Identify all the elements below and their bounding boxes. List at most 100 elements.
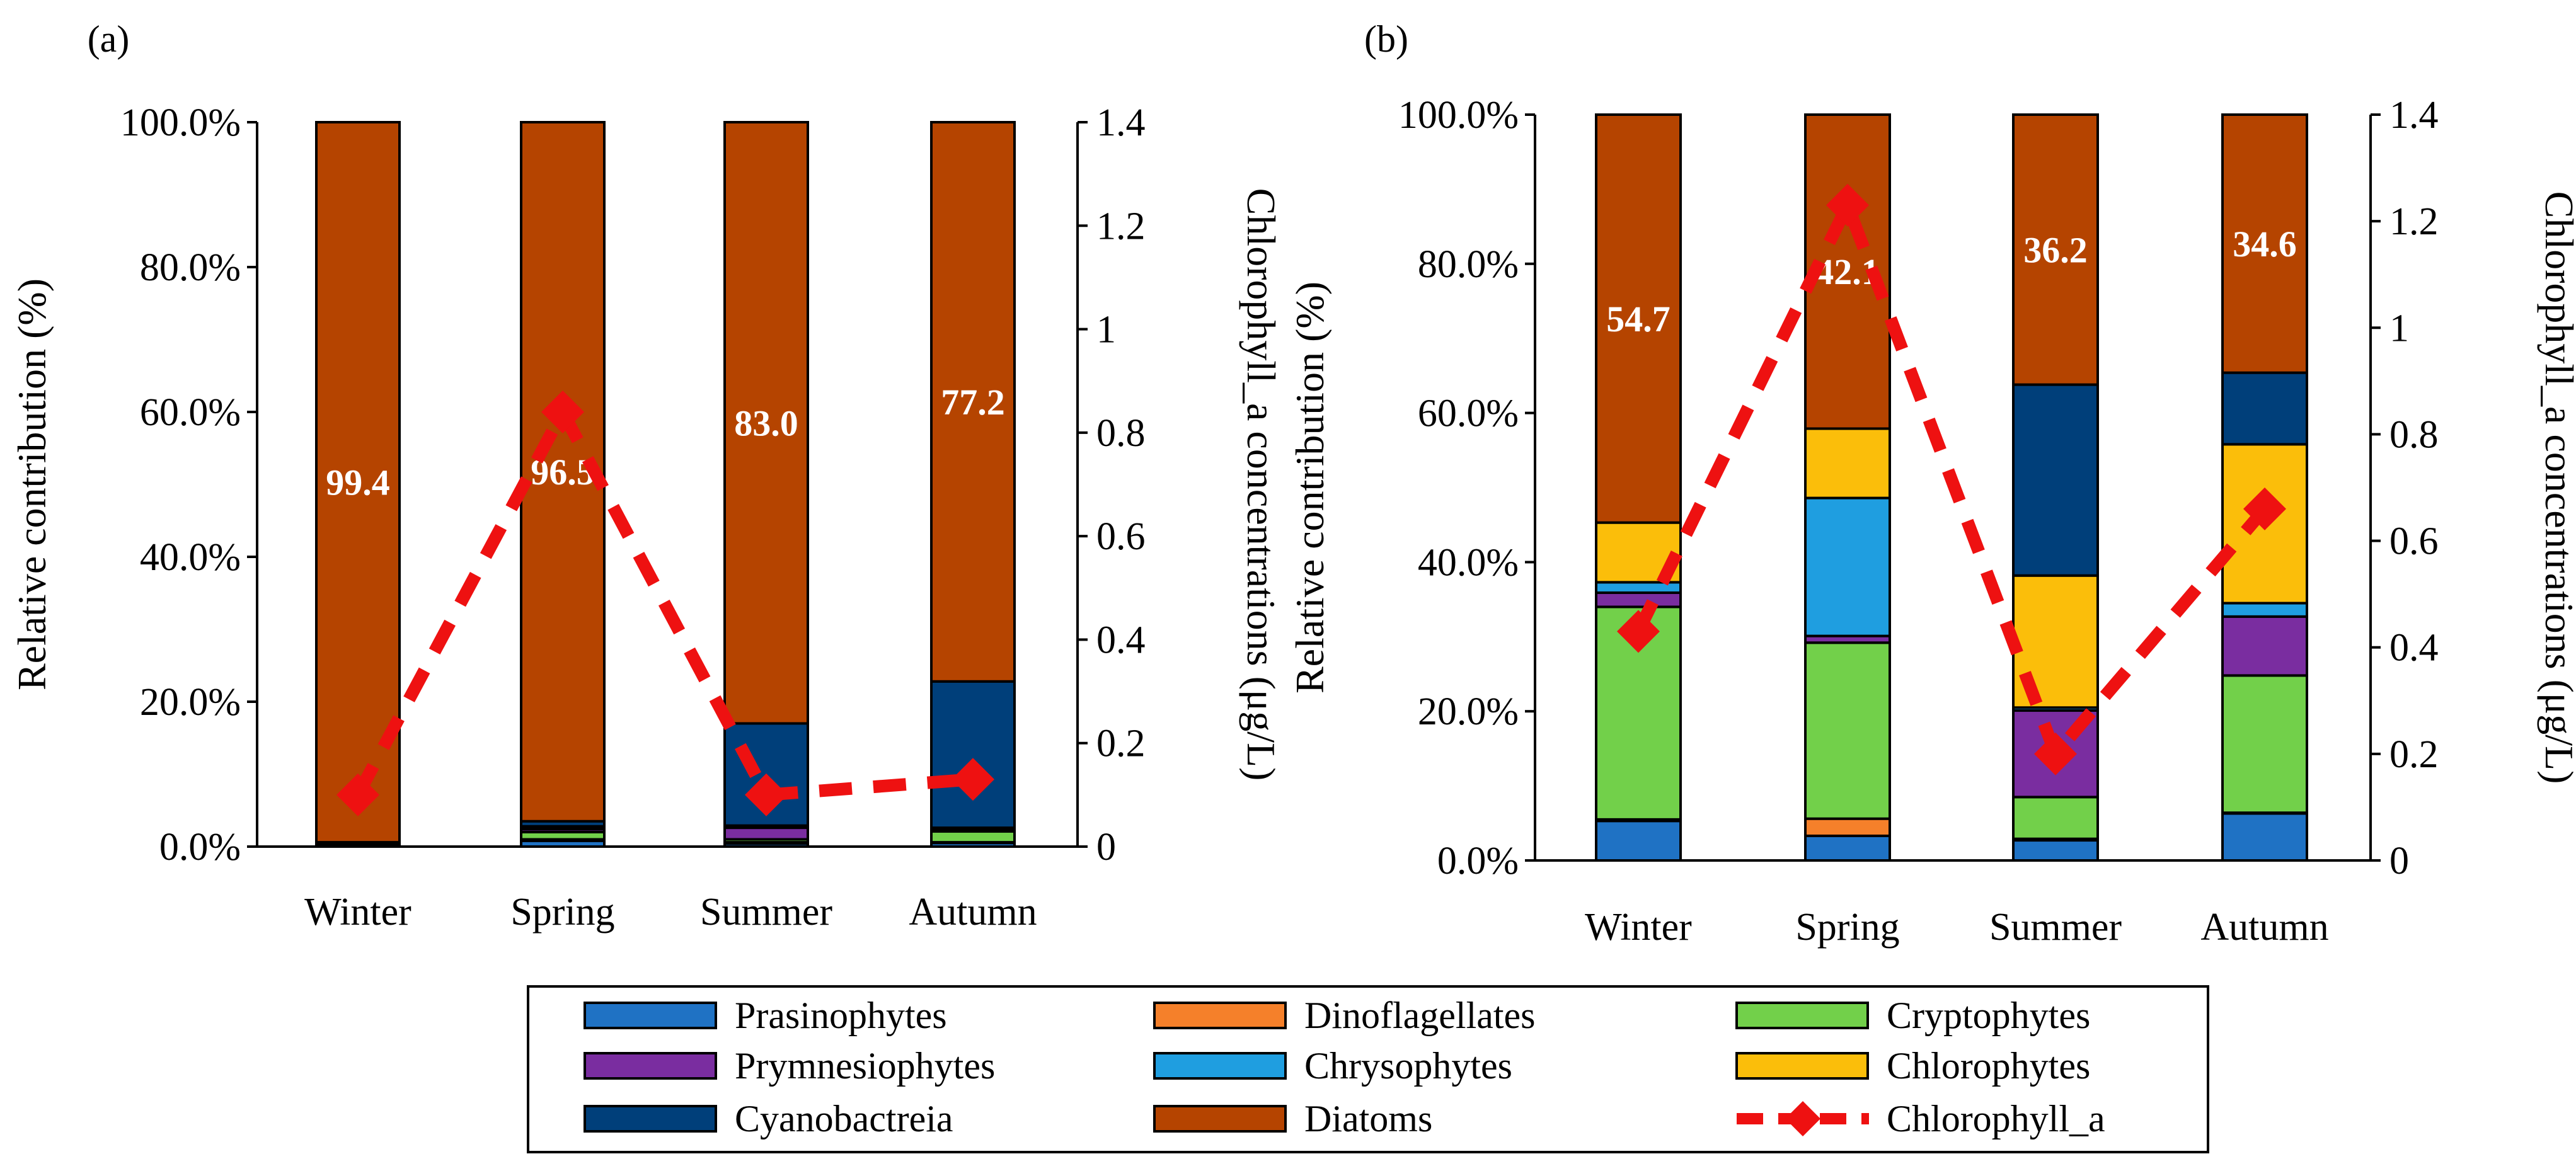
- panel-a-y2tick-label: 0.8: [1096, 412, 1146, 455]
- legend-swatch-diatoms: [1153, 1105, 1287, 1133]
- legend-label-chlorophytes: Chlorophytes: [1887, 1045, 2090, 1087]
- panel-b-bar-summer-cyanobactreia: [2012, 383, 2099, 577]
- panel-a-xtick-winter: Winter: [304, 891, 411, 934]
- panel-a-data-label-autumn: 77.2: [941, 382, 1005, 423]
- panel-b-bar-spring-chrysophytes: [1804, 496, 1891, 637]
- panel-a-chlorophyll-point-winter: [336, 773, 379, 816]
- panel-b-bar-winter-prymnesiophytes: [1595, 591, 1682, 608]
- panel-b-ytick-label: 40.0%: [1418, 541, 1519, 584]
- legend-swatch-cryptophytes: [1735, 1002, 1869, 1029]
- legend-label-prasinophytes: Prasinophytes: [735, 995, 947, 1036]
- panel-a-y2tick-label: 0.4: [1096, 619, 1146, 661]
- panel-b-ytick-label: 20.0%: [1418, 690, 1519, 733]
- legend-swatch-dinoflagellates: [1153, 1002, 1287, 1029]
- panel-a-y2tick-label: 1.2: [1096, 205, 1146, 248]
- panel-a-chart: (a) 0.0% 20.0% 40.0% 60.0% 80.0% 100.0% 0 0.2 0.4…: [9, 18, 1284, 934]
- panel-b-chlorophyll-point-summer: [2034, 732, 2077, 775]
- panel-b-bar-autumn-prymnesiophytes: [2221, 615, 2308, 677]
- panel-b-bar-spring-cryptophytes: [1804, 641, 1891, 820]
- panel-a-bar-autumn-cryptophytes: [930, 830, 1016, 844]
- panel-a-bar-autumn-cyanobactreia: [930, 680, 1016, 830]
- panel-b-y2tick-label: 0.6: [2389, 520, 2439, 563]
- legend-label-diatoms: Diatoms: [1304, 1098, 1432, 1140]
- panel-b-xtick-autumn: Autumn: [2200, 906, 2328, 949]
- panel-a-y2tick-label: 0.2: [1096, 723, 1146, 765]
- panel-a-label: (a): [88, 18, 130, 60]
- panel-b-bar-autumn-cryptophytes: [2221, 674, 2308, 814]
- legend-marker-chlorophyll-a: [1785, 1101, 1820, 1136]
- panel-b-ylabel: Relative contribution (%): [1287, 282, 1332, 694]
- panel-a-xtick-autumn: Autumn: [909, 891, 1037, 934]
- panel-a-chlorophyll-line: [352, 398, 974, 802]
- legend-label-cryptophytes: Cryptophytes: [1887, 995, 2090, 1036]
- legend-swatch-prymnesiophytes: [584, 1052, 717, 1080]
- panel-a-ytick-label: 40.0%: [140, 536, 241, 579]
- panel-a-ylabel: Relative contribution (%): [9, 278, 54, 690]
- panel-b-data-label-summer: 36.2: [2023, 229, 2088, 270]
- panel-b-y2tick-label: 0.8: [2389, 413, 2439, 456]
- panel-b-bar-autumn-chrysophytes: [2221, 602, 2308, 618]
- panel-a-y2label: Chlorophyll_a concentrations (μg/L): [1239, 188, 1284, 781]
- panel-b-y2tick-label: 0.2: [2389, 733, 2439, 776]
- panel-b-y2tick-label: 1: [2389, 307, 2409, 350]
- panel-b-label: (b): [1364, 18, 1408, 60]
- legend-label-cyanobactreia: Cyanobactreia: [735, 1098, 953, 1140]
- panel-b-bar-spring-prasinophytes: [1804, 834, 1891, 862]
- panel-b-ytick-label: 80.0%: [1418, 243, 1519, 286]
- panel-b-bar-spring-chlorophytes: [1804, 427, 1891, 500]
- panel-a-bar-summer-prymnesiophytes: [723, 826, 809, 841]
- panel-b-y2tick-label: 1.2: [2389, 200, 2439, 243]
- panel-b-bar-winter-diatoms: [1595, 113, 1682, 524]
- panel-b-bar-summer-diatoms: [2012, 113, 2099, 386]
- panel-b-xtick-spring: Spring: [1795, 906, 1899, 949]
- panel-a-ytick-label: 0.0%: [159, 826, 241, 869]
- panel-b-xtick-summer: Summer: [1989, 906, 2122, 949]
- panel-a-y2tick-label: 1: [1096, 309, 1116, 351]
- panel-a-y2tick-label: 1.4: [1096, 101, 1146, 144]
- panel-a-data-label-summer: 83.0: [734, 403, 798, 443]
- panel-b-data-label-winter: 54.7: [1606, 299, 1670, 340]
- panel-a-bar-winter-diatoms: [315, 121, 401, 844]
- panel-b-bar-summer-prasinophytes: [2012, 839, 2099, 862]
- panel-b-bar-autumn-cyanobactreia: [2221, 371, 2308, 446]
- legend-swatch-chlorophytes: [1735, 1052, 1869, 1080]
- legend-box: [527, 985, 2209, 1153]
- panel-b-bar-spring-dinoflagellates: [1804, 817, 1891, 837]
- panel-b-chlorophyll-line: [1633, 189, 2270, 767]
- panel-a-ytick-label: 100.0%: [120, 101, 241, 144]
- legend-swatch-cyanobactreia: [584, 1105, 717, 1133]
- legend-label-chrysophytes: Chrysophytes: [1304, 1045, 1512, 1087]
- panel-a-chlorophyll-point-autumn: [952, 758, 994, 801]
- panel-b-y2tick-label: 0.4: [2389, 627, 2439, 670]
- panel-b-y2label: Chlorophyll_a concentrations (μg/L): [2537, 191, 2576, 784]
- panel-a-bar-autumn-diatoms: [930, 121, 1016, 683]
- panel-a-y2tick-label: 0: [1096, 826, 1116, 869]
- panel-a-ytick-label: 20.0%: [140, 681, 241, 724]
- panel-b-ytick-label: 60.0%: [1418, 392, 1519, 435]
- panel-a-chlorophyll-point-summer: [745, 773, 788, 816]
- panel-b-chlorophyll-point-winter: [1617, 610, 1660, 653]
- panel-b-chlorophyll-point-spring: [1826, 183, 1869, 227]
- panel-a-y2tick-label: 0.6: [1096, 515, 1146, 558]
- panel-a-chlorophyll-point-spring: [541, 391, 584, 433]
- legend-swatch-chrysophytes: [1153, 1052, 1287, 1080]
- panel-b-y2tick-label: 1.4: [2389, 94, 2439, 137]
- panel-b-bar-autumn-prasinophytes: [2221, 812, 2308, 862]
- legend: Prasinophytes Dinoflagellates Cryptophytes…: [527, 985, 2209, 1153]
- legend-label-prymnesiophytes: Prymnesiophytes: [735, 1045, 995, 1087]
- panel-b-xtick-winter: Winter: [1585, 906, 1692, 949]
- legend-label-chlorophyll-a: Chlorophyll_a: [1887, 1098, 2105, 1140]
- panel-a-ytick-label: 60.0%: [140, 391, 241, 434]
- panel-a-data-label-winter: 99.4: [326, 462, 390, 503]
- panel-b-data-label-autumn: 34.6: [2233, 224, 2297, 265]
- panel-a-ytick-label: 80.0%: [140, 246, 241, 289]
- panel-a-xtick-spring: Spring: [510, 891, 614, 934]
- panel-b-chart: (b) 0.0% 20.0% 40.0% 60.0% 80.0% 100.0% 0 0.2 0.4…: [1287, 18, 2576, 949]
- panel-b-chlorophyll-point-autumn: [2243, 487, 2286, 530]
- panel-b-ytick-label: 100.0%: [1398, 94, 1519, 137]
- panel-b-bar-summer-cryptophytes: [2012, 796, 2099, 840]
- panel-a-bar-summer-diatoms: [723, 121, 809, 725]
- legend-label-dinoflagellates: Dinoflagellates: [1304, 995, 1536, 1036]
- panel-b-y2tick-label: 0: [2389, 840, 2409, 883]
